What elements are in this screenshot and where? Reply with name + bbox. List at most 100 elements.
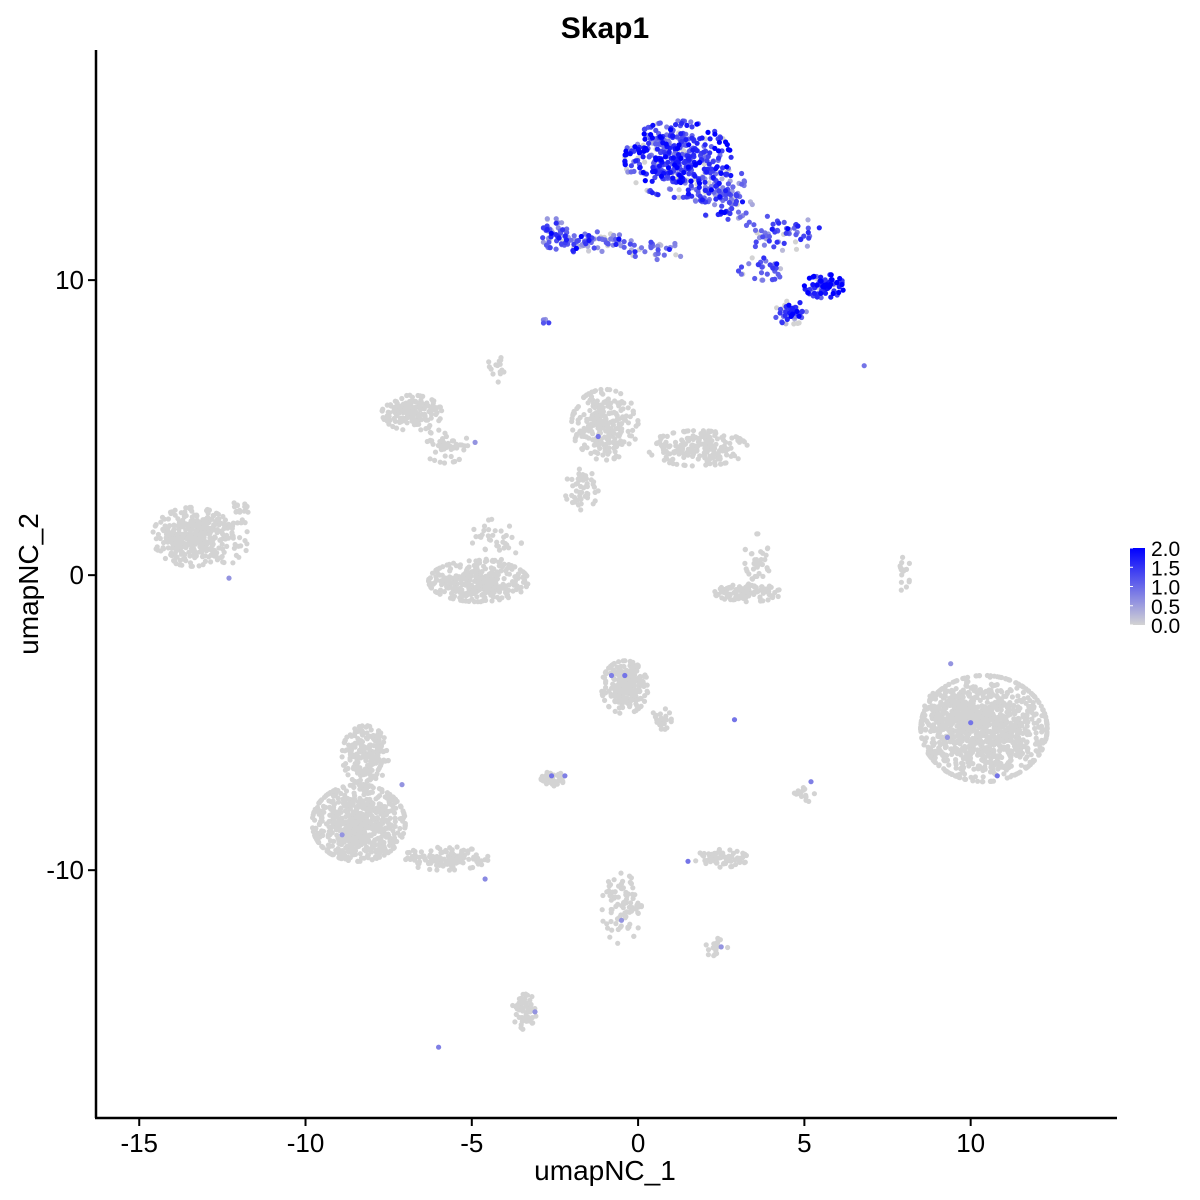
cell-point [465, 565, 471, 571]
cell-point [428, 438, 434, 444]
cell-point [608, 236, 614, 242]
cell-point [626, 249, 633, 255]
cell-point [661, 252, 667, 258]
cell-point [982, 711, 988, 717]
cell-point [523, 571, 529, 578]
cell-point [663, 442, 669, 448]
cell-point [466, 585, 472, 591]
cell-point [384, 418, 390, 424]
cell-point [618, 917, 625, 923]
cell-point [198, 546, 204, 552]
cell-point [472, 439, 478, 445]
cell-point [963, 734, 969, 741]
cell-point [346, 812, 352, 818]
cell-point [569, 476, 575, 482]
cell-point [622, 672, 628, 679]
cell-point [219, 553, 225, 560]
cell-point [998, 674, 1005, 681]
cell-point [627, 433, 633, 439]
cell-point [776, 587, 782, 593]
cell-point [725, 944, 731, 951]
cell-point [212, 522, 218, 528]
cell-point [811, 791, 818, 797]
cell-point [998, 688, 1004, 694]
cell-point [960, 765, 967, 771]
cell-point [975, 765, 981, 771]
cell-point [393, 399, 399, 405]
cell-point [730, 184, 736, 190]
cell-point [564, 496, 570, 502]
cell-point [590, 400, 597, 406]
cell-point [415, 392, 421, 399]
cell-point [199, 525, 205, 531]
cell-point [515, 1003, 521, 1009]
cell-point [986, 759, 992, 765]
cell-point [201, 532, 207, 538]
cell-point [992, 699, 998, 705]
cell-point [744, 568, 750, 574]
cell-point [792, 239, 799, 245]
cell-point [1019, 743, 1025, 749]
cell-point [376, 728, 382, 734]
cell-point [480, 598, 486, 604]
cell-point [427, 429, 433, 435]
cell-point [359, 728, 365, 734]
cell-point [719, 434, 725, 441]
cell-point [210, 512, 216, 519]
cell-point [391, 810, 398, 816]
cell-point [206, 507, 212, 513]
cell-point [618, 870, 624, 876]
cell-point [752, 557, 758, 563]
cell-point [937, 687, 944, 693]
cell-point [595, 433, 601, 440]
cell-point [918, 724, 924, 730]
cell-point [591, 479, 597, 485]
cell-point [445, 578, 451, 584]
cell-point [422, 855, 428, 862]
cell-point [1044, 719, 1050, 725]
cell-point [1001, 733, 1007, 739]
cell-point [489, 598, 495, 604]
cell-point [374, 745, 380, 752]
cell-point [906, 560, 913, 567]
cell-point [748, 551, 755, 557]
cell-point [745, 587, 751, 593]
cell-point [718, 944, 724, 950]
cell-point [693, 198, 699, 204]
cell-point [943, 752, 949, 758]
cell-point [540, 320, 547, 326]
cell-point [341, 850, 347, 856]
cell-point [922, 703, 928, 709]
cell-point [168, 510, 174, 517]
cell-point [384, 790, 390, 796]
cell-point [760, 550, 766, 556]
cell-point [625, 420, 632, 426]
cell-point [984, 695, 991, 701]
cell-point [597, 445, 603, 451]
cell-point [994, 682, 1000, 688]
cell-point [1041, 710, 1048, 717]
cell-point [703, 445, 709, 452]
cell-point [1017, 769, 1023, 775]
cell-point [970, 695, 976, 701]
cell-point [397, 419, 403, 425]
cell-point [611, 455, 617, 461]
cell-point [942, 687, 948, 693]
cell-point [481, 576, 487, 583]
cell-point [388, 839, 395, 845]
cell-point [654, 256, 660, 263]
cell-point [368, 727, 374, 733]
cell-point [427, 866, 433, 873]
cell-point [714, 856, 720, 862]
cell-point [316, 811, 322, 817]
cell-point [986, 707, 992, 713]
cell-point [522, 577, 528, 583]
cell-point [703, 860, 709, 867]
cell-point [1037, 724, 1043, 731]
cell-point [466, 856, 472, 862]
cell-point [355, 759, 361, 765]
cell-point [940, 709, 946, 715]
cell-point [606, 410, 612, 417]
cell-point [242, 520, 248, 526]
cell-point [660, 447, 667, 453]
